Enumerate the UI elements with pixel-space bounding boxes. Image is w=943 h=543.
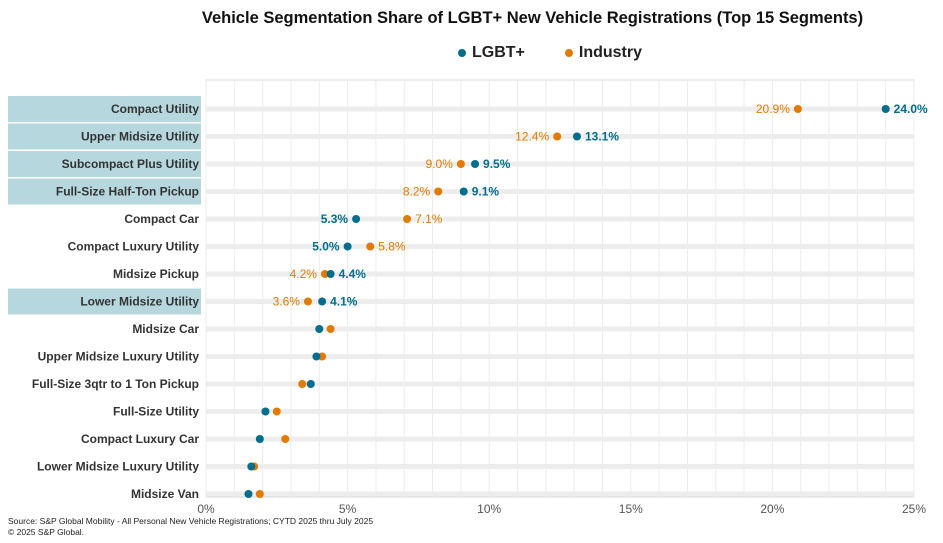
- row-track: [206, 464, 914, 469]
- data-label: 12.4%: [515, 130, 549, 144]
- row-track: [206, 299, 914, 304]
- row-track: [206, 409, 914, 414]
- data-point-lgbt: [471, 160, 480, 168]
- data-point-industry: [793, 105, 802, 113]
- category-label: Lower Midsize Utility: [80, 295, 199, 309]
- row-track: [206, 326, 914, 332]
- data-label: 5.3%: [321, 212, 349, 226]
- row-track: [206, 216, 914, 222]
- legend-label: Industry: [578, 44, 643, 61]
- x-tick-label: 10%: [477, 502, 501, 516]
- category-label: Upper Midsize Luxury Utility: [38, 350, 200, 364]
- data-point-lgbt: [318, 297, 327, 306]
- data-point-industry: [366, 242, 375, 251]
- row-track: [206, 244, 914, 249]
- data-label: 9.0%: [426, 157, 454, 171]
- data-point-lgbt: [244, 490, 253, 498]
- highlight-band: [8, 288, 201, 315]
- row-track: [206, 106, 914, 112]
- legend-item-lgbt: LGBT+: [458, 44, 525, 62]
- legend-marker: [564, 49, 573, 57]
- category-label: Midsize Car: [132, 322, 199, 336]
- data-label: 4.2%: [290, 267, 318, 281]
- data-label: 9.5%: [483, 157, 511, 171]
- data-label: 7.1%: [415, 212, 443, 226]
- legend-marker: [458, 49, 466, 57]
- category-label: Compact Car: [124, 212, 199, 226]
- data-point-lgbt: [261, 407, 270, 416]
- category-label: Compact Luxury Car: [81, 432, 199, 446]
- data-point-industry: [298, 380, 307, 388]
- data-point-lgbt: [315, 325, 324, 333]
- data-point-lgbt: [312, 352, 321, 361]
- row-track: [206, 161, 914, 167]
- row-track: [206, 271, 914, 277]
- data-label: 9.1%: [472, 185, 500, 199]
- data-point-industry: [281, 435, 290, 443]
- data-label: 5.0%: [312, 240, 340, 254]
- data-point-industry: [318, 352, 327, 361]
- row-track: [206, 354, 914, 359]
- category-label: Compact Utility: [111, 102, 199, 116]
- data-point-lgbt: [881, 105, 890, 113]
- data-point-industry: [553, 132, 562, 141]
- data-point-industry: [255, 490, 264, 498]
- data-point-industry: [326, 325, 335, 333]
- category-label: Midsize Van: [131, 487, 199, 501]
- data-label: 13.1%: [585, 130, 619, 144]
- data-label: 24.0%: [894, 102, 928, 116]
- copyright-text: © 2025 S&P Global.: [8, 527, 85, 537]
- plot-area: [205, 79, 915, 498]
- highlight-band: [8, 178, 201, 205]
- category-label: Full-Size Utility: [113, 405, 199, 419]
- data-label: 20.9%: [756, 102, 790, 116]
- row-track: [206, 381, 914, 387]
- legend: LGBT+ Industry: [458, 44, 642, 62]
- category-label: Upper Midsize Utility: [81, 130, 199, 144]
- data-point-industry: [272, 407, 281, 416]
- data-point-industry: [303, 297, 312, 306]
- data-label: 4.1%: [330, 295, 358, 309]
- source-note: Source: S&P Global Mobility - All Person…: [8, 516, 373, 538]
- data-label: 8.2%: [403, 185, 431, 199]
- category-label: Lower Midsize Luxury Utility: [37, 460, 199, 474]
- data-point-lgbt: [255, 435, 264, 443]
- legend-label: LGBT+: [472, 44, 525, 61]
- x-tick-label: 15%: [619, 502, 643, 516]
- data-point-industry: [434, 187, 443, 196]
- data-point-lgbt: [247, 462, 256, 471]
- data-point-lgbt: [326, 270, 335, 278]
- x-tick-label: 5%: [339, 502, 357, 516]
- chart-title: Vehicle Segmentation Share of LGBT+ New …: [201, 9, 864, 27]
- legend-item-industry: Industry: [564, 44, 643, 62]
- data-point-lgbt: [459, 187, 468, 196]
- row-track: [206, 491, 914, 497]
- x-tick-label: 0%: [197, 502, 215, 516]
- data-point-industry: [403, 215, 412, 223]
- x-tick-label: 25%: [902, 502, 926, 516]
- data-point-lgbt: [306, 380, 315, 388]
- category-label: Full-Size 3qtr to 1 Ton Pickup: [32, 377, 199, 391]
- row-track: [206, 436, 914, 442]
- data-label: 3.6%: [273, 295, 301, 309]
- highlight-band: [8, 96, 201, 122]
- category-label: Full-Size Half-Ton Pickup: [56, 185, 199, 199]
- highlight-band: [8, 151, 201, 177]
- highlight-band: [8, 123, 201, 150]
- data-label: 4.4%: [339, 267, 367, 281]
- category-label: Compact Luxury Utility: [68, 240, 200, 254]
- data-label: 5.8%: [378, 240, 406, 254]
- data-point-lgbt: [352, 215, 361, 223]
- category-label: Midsize Pickup: [113, 267, 199, 281]
- row-track: [206, 189, 914, 194]
- data-point-industry: [456, 160, 465, 168]
- source-text: Source: S&P Global Mobility - All Person…: [8, 516, 374, 526]
- data-point-lgbt: [572, 132, 581, 141]
- data-point-industry: [320, 270, 329, 278]
- category-label: Subcompact Plus Utility: [62, 157, 200, 171]
- x-tick-label: 20%: [760, 502, 784, 516]
- data-point-lgbt: [343, 242, 352, 251]
